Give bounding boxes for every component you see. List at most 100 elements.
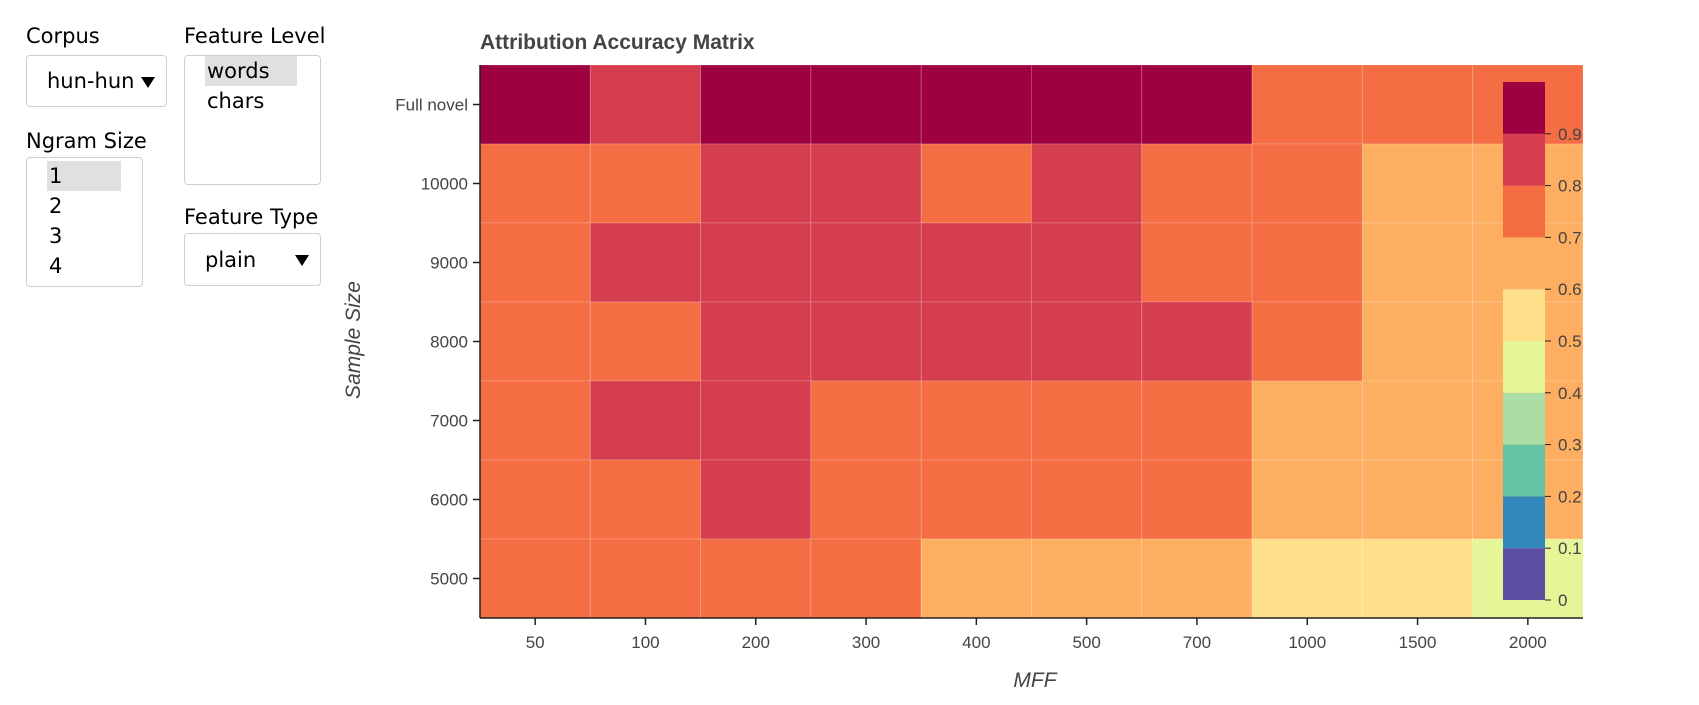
heatmap-cell bbox=[1141, 143, 1253, 224]
heatmap-cell bbox=[700, 301, 812, 382]
heatmap-cell bbox=[1361, 64, 1474, 145]
heatmap-cell bbox=[1251, 222, 1363, 303]
colorbar-segment bbox=[1503, 237, 1545, 290]
colorbar-tick-label: 0.1 bbox=[1558, 539, 1582, 558]
listbox-option[interactable]: 1 bbox=[47, 161, 121, 191]
listbox-option[interactable]: 3 bbox=[49, 224, 63, 248]
corpus-value: hun-hun bbox=[47, 69, 135, 93]
chevron-down-icon bbox=[295, 255, 309, 266]
heatmap-cell bbox=[920, 143, 1033, 224]
colorbar: 0 0.1 0.2 0.3 0.4 0.5 0.6 0.7 0.8 0.9 bbox=[1503, 82, 1582, 610]
heatmap-cell bbox=[920, 301, 1033, 382]
colorbar-segment bbox=[1503, 289, 1545, 341]
heatmap-cell bbox=[1361, 143, 1474, 224]
heatmap-cell bbox=[589, 64, 702, 145]
heatmap-cell bbox=[810, 380, 922, 461]
corpus-select[interactable]: hun-hun bbox=[26, 55, 167, 107]
x-tick-label: 400 bbox=[962, 633, 990, 652]
y-tick-label: 7000 bbox=[430, 412, 468, 431]
colorbar-tick-label: 0.7 bbox=[1558, 228, 1582, 247]
heatmap-cell bbox=[589, 538, 702, 619]
feature-level-listbox[interactable]: words chars bbox=[184, 55, 321, 185]
y-tick-label: 10000 bbox=[421, 175, 468, 194]
feature-level-label: Feature Level bbox=[184, 24, 326, 48]
heatmap-cell bbox=[1361, 459, 1474, 540]
chevron-down-icon bbox=[141, 77, 155, 88]
colorbar-segment bbox=[1503, 185, 1545, 238]
heatmap-cell bbox=[1251, 301, 1363, 382]
ngram-size-label: Ngram Size bbox=[26, 129, 147, 153]
x-tick-label: 2000 bbox=[1509, 633, 1547, 652]
heatmap-cell bbox=[589, 222, 702, 303]
x-tick-label: 50 bbox=[526, 633, 545, 652]
heatmap-cell bbox=[1031, 459, 1143, 540]
heatmap-cell bbox=[1251, 380, 1363, 461]
heatmap-cell bbox=[1141, 380, 1253, 461]
heatmap-cell bbox=[810, 538, 922, 619]
colorbar-segment bbox=[1503, 548, 1545, 600]
heatmap-cell bbox=[1361, 222, 1474, 303]
colorbar-segment bbox=[1503, 341, 1545, 393]
heatmap-cell bbox=[920, 459, 1033, 540]
colorbar-tick-label: 0.2 bbox=[1558, 487, 1582, 506]
heatmap-cell bbox=[920, 538, 1033, 619]
heatmap-cell bbox=[589, 301, 702, 382]
y-tick-label: Full novel bbox=[395, 96, 468, 115]
listbox-option[interactable]: chars bbox=[207, 89, 265, 113]
x-tick-label: 1000 bbox=[1288, 633, 1326, 652]
heatmap-cell bbox=[1031, 538, 1143, 619]
feature-type-select[interactable]: plain bbox=[184, 233, 321, 286]
heatmap-cell bbox=[1141, 64, 1253, 145]
x-tick-label: 1500 bbox=[1399, 633, 1437, 652]
colorbar-tick-label: 0.6 bbox=[1558, 280, 1582, 299]
heatmap-cell bbox=[1031, 64, 1143, 145]
colorbar-tick-label: 0.8 bbox=[1558, 177, 1582, 196]
heatmap-cell bbox=[1251, 538, 1363, 619]
heatmap-cell bbox=[700, 64, 812, 145]
heatmap-cell bbox=[589, 459, 702, 540]
heatmap-cell bbox=[1031, 222, 1143, 303]
colorbar-segment bbox=[1503, 133, 1545, 186]
colorbar-tick-label: 0.4 bbox=[1558, 384, 1582, 403]
x-axis-title: MFF bbox=[1013, 669, 1057, 692]
y-tick-label: 8000 bbox=[430, 333, 468, 352]
heatmap-cell bbox=[589, 143, 702, 224]
heatmap-cell bbox=[920, 222, 1033, 303]
x-tick-label: 200 bbox=[742, 633, 770, 652]
heatmap-cell bbox=[700, 459, 812, 540]
x-tick-label: 500 bbox=[1072, 633, 1100, 652]
heatmap-cell bbox=[700, 143, 812, 224]
heatmap-cell bbox=[1251, 143, 1363, 224]
listbox-option[interactable]: 4 bbox=[49, 254, 63, 278]
colorbar-tick-label: 0.9 bbox=[1558, 125, 1582, 144]
y-tick-label: 6000 bbox=[430, 491, 468, 510]
heatmap-cell bbox=[920, 64, 1033, 145]
listbox-option[interactable]: 2 bbox=[49, 194, 63, 218]
heatmap-cell bbox=[479, 301, 591, 382]
heatmap-cell bbox=[700, 538, 812, 619]
colorbar-segment bbox=[1503, 444, 1545, 497]
feature-type-value: plain bbox=[205, 248, 257, 272]
heatmap-cell bbox=[1251, 459, 1363, 540]
x-tick-label: 100 bbox=[631, 633, 659, 652]
heatmap-cell bbox=[1141, 301, 1253, 382]
x-tick-label: 300 bbox=[852, 633, 880, 652]
colorbar-tick-label: 0 bbox=[1558, 591, 1567, 610]
colorbar-segment bbox=[1503, 82, 1545, 134]
heatmap-chart: Attribution Accuracy Matrix 50 100 200 300 4… bbox=[342, 31, 1584, 692]
listbox-option[interactable]: words bbox=[205, 56, 297, 86]
x-tick-label: 700 bbox=[1183, 633, 1211, 652]
heatmap-cell bbox=[479, 64, 591, 145]
heatmap-cell bbox=[810, 222, 922, 303]
heatmap-cells bbox=[479, 64, 1584, 619]
colorbar-segment bbox=[1503, 496, 1545, 549]
heatmap-cell bbox=[1361, 538, 1474, 619]
feature-type-label: Feature Type bbox=[184, 205, 319, 229]
colorbar-tick-label: 0.5 bbox=[1558, 332, 1582, 351]
heatmap-cell bbox=[810, 64, 922, 145]
heatmap-cell bbox=[810, 301, 922, 382]
ngram-size-listbox[interactable]: 1 2 3 4 bbox=[26, 157, 143, 287]
heatmap-cell bbox=[1031, 380, 1143, 461]
heatmap-cell bbox=[700, 222, 812, 303]
heatmap-cell bbox=[1031, 143, 1143, 224]
